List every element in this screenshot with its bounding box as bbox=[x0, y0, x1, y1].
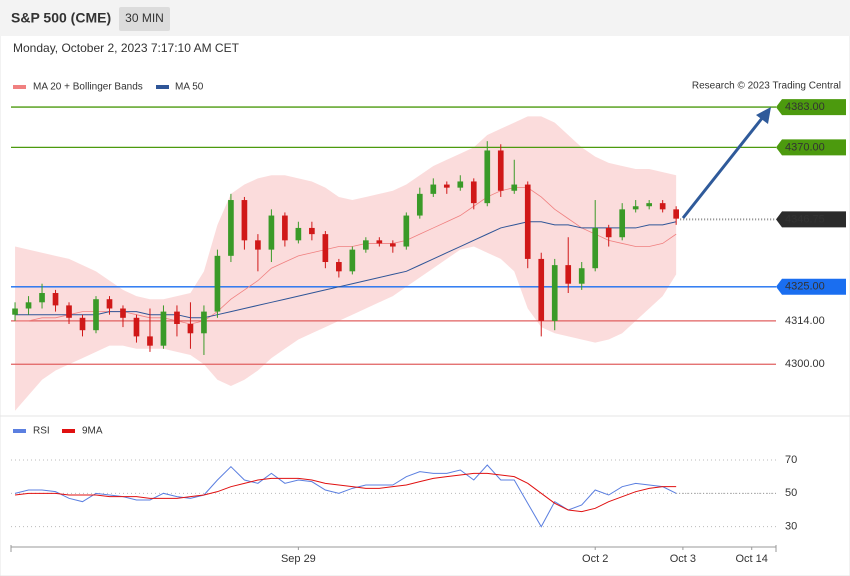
legend-swatch bbox=[13, 429, 26, 433]
candle-body bbox=[39, 293, 45, 303]
candle-body bbox=[79, 317, 86, 331]
legend-label: 9MA bbox=[82, 426, 103, 437]
candle-body bbox=[336, 262, 342, 272]
candle-body bbox=[133, 317, 140, 337]
candle-body bbox=[241, 200, 248, 241]
level-box bbox=[776, 139, 846, 156]
candle-body bbox=[565, 265, 572, 284]
x-tick-label: Oct 2 bbox=[582, 553, 608, 565]
candle-body bbox=[457, 181, 464, 188]
candle-body bbox=[214, 255, 221, 312]
candle-body bbox=[66, 305, 72, 318]
candle-body bbox=[376, 240, 383, 244]
candle-body bbox=[228, 200, 234, 256]
candle-body bbox=[120, 308, 126, 318]
interval: 30 MIN bbox=[125, 11, 164, 25]
candle-body bbox=[147, 336, 153, 346]
candle-body bbox=[524, 184, 531, 259]
title: S&P 500 (CME) bbox=[11, 10, 111, 26]
level-label: 4314.00 bbox=[785, 315, 825, 327]
candle-body bbox=[255, 240, 261, 250]
x-tick-label: Oct 3 bbox=[670, 553, 696, 565]
candle-body bbox=[295, 227, 302, 241]
legend-swatch bbox=[13, 85, 26, 89]
candle-body bbox=[363, 240, 369, 250]
candle-body bbox=[12, 308, 18, 315]
candle-body bbox=[389, 243, 396, 247]
candle-body bbox=[201, 311, 207, 334]
candle-body bbox=[322, 234, 329, 263]
x-tick-label: Oct 14 bbox=[736, 553, 768, 565]
candle-body bbox=[106, 299, 113, 309]
candle-body bbox=[309, 227, 315, 235]
candle-body bbox=[430, 184, 437, 194]
level-label: 4300.00 bbox=[785, 358, 825, 370]
candle-body bbox=[282, 215, 288, 241]
candle-body bbox=[659, 203, 666, 210]
y-tick-label: 70 bbox=[785, 454, 797, 466]
candle-body bbox=[632, 206, 639, 210]
level-label: 4325.00 bbox=[785, 281, 825, 293]
candle-body bbox=[484, 150, 491, 204]
candle-body bbox=[592, 227, 599, 269]
level-box bbox=[776, 278, 846, 295]
candle-body bbox=[619, 209, 626, 238]
candle-body bbox=[416, 193, 423, 216]
interval-box bbox=[119, 7, 170, 31]
candle-body bbox=[25, 302, 32, 309]
legend-label: MA 20 + Bollinger Bands bbox=[33, 82, 143, 93]
candle-body bbox=[511, 184, 518, 191]
candle-body bbox=[268, 215, 275, 250]
bollinger-band bbox=[15, 116, 677, 411]
indicator-line bbox=[14, 472, 677, 513]
candle-body bbox=[538, 258, 545, 321]
candle-body bbox=[93, 299, 99, 331]
candle-body bbox=[578, 268, 585, 284]
candle-body bbox=[551, 265, 558, 321]
rsi-panel: 70 50 30 Sep 29 Oct 2 Oct 3 Oct 14 bbox=[10, 454, 797, 565]
legend-label: RSI bbox=[33, 426, 50, 437]
candle-body bbox=[403, 215, 410, 247]
level-label: 4346.75 bbox=[785, 213, 825, 225]
candle-body bbox=[174, 311, 180, 324]
legend-swatch bbox=[156, 85, 169, 89]
candle-body bbox=[470, 181, 477, 204]
candle-body bbox=[605, 227, 612, 238]
candle-body bbox=[443, 184, 450, 188]
y-tick-label: 30 bbox=[785, 521, 797, 533]
level-label: 4383.00 bbox=[785, 101, 825, 113]
candle-body bbox=[349, 249, 356, 272]
candle-body bbox=[646, 203, 653, 207]
level-label: 4370.00 bbox=[785, 141, 825, 153]
level-box bbox=[776, 211, 846, 228]
x-tick-label: Sep 29 bbox=[281, 553, 316, 565]
candle-body bbox=[673, 209, 679, 219]
credit: Research © 2023 Trading Central bbox=[692, 81, 841, 92]
candle-body bbox=[187, 323, 194, 334]
legend-swatch bbox=[62, 429, 75, 433]
candle-body bbox=[497, 150, 504, 191]
price-panel: 4383.00 4370.00 4346.75 4325.00 4314.00 4300.… bbox=[11, 99, 846, 411]
y-tick-label: 50 bbox=[785, 487, 797, 499]
legend-label: MA 50 bbox=[175, 82, 204, 93]
candle-body bbox=[160, 311, 167, 346]
arrow-head bbox=[756, 107, 771, 124]
level-box bbox=[776, 99, 846, 116]
forecast-arrow bbox=[681, 116, 765, 219]
candle-body bbox=[52, 293, 59, 306]
datetime: Monday, October 2, 2023 7:17:10 AM CET bbox=[13, 41, 240, 55]
